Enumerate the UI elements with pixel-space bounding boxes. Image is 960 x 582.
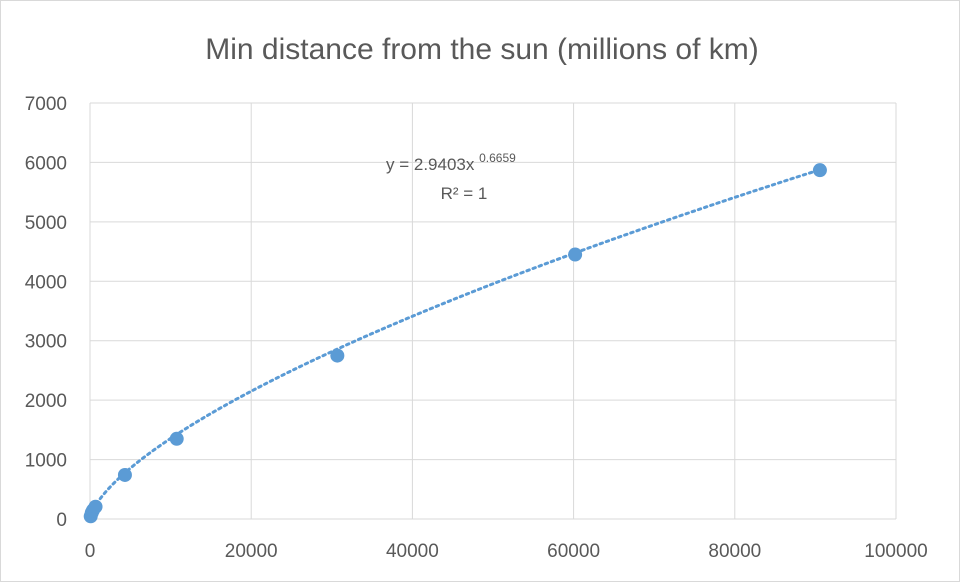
trendline (89, 168, 822, 518)
y-tick-label: 5000 (25, 213, 67, 234)
x-tick-label: 20000 (225, 541, 278, 562)
y-tick-label: 3000 (25, 332, 67, 353)
trendline-r-squared: R² = 1 (441, 184, 488, 203)
data-point (330, 348, 345, 363)
y-tick-label: 0 (56, 510, 67, 531)
tick-labels: 0 1000 2000 3000 4000 5000 6000 7000 0 20000 40000… (25, 94, 928, 562)
x-tick-label: 60000 (547, 541, 600, 562)
trendline-path (89, 168, 822, 518)
y-tick-label: 7000 (25, 94, 67, 115)
data-point (169, 431, 184, 446)
y-tick-label: 6000 (25, 153, 67, 174)
gridlines (89, 102, 897, 520)
trendline-equation-base: y = 2.9403x (386, 155, 475, 174)
x-tick-label: 80000 (708, 541, 761, 562)
data-point (812, 163, 827, 178)
y-tick-label: 2000 (25, 391, 67, 412)
chart-title: Min distance from the sun (millions of k… (205, 33, 759, 66)
y-tick-label: 1000 (25, 451, 67, 472)
data-point (88, 499, 103, 514)
data-point (117, 467, 132, 482)
x-tick-label: 100000 (864, 541, 927, 562)
data-point (568, 247, 583, 262)
trendline-equation-exponent: 0.6659 (479, 151, 516, 165)
y-tick-label: 4000 (25, 272, 67, 293)
x-tick-label: 0 (85, 541, 96, 562)
x-tick-label: 40000 (386, 541, 439, 562)
trendline-equation: y = 2.9403x 0.6659 (386, 151, 516, 174)
data-points (83, 163, 827, 524)
